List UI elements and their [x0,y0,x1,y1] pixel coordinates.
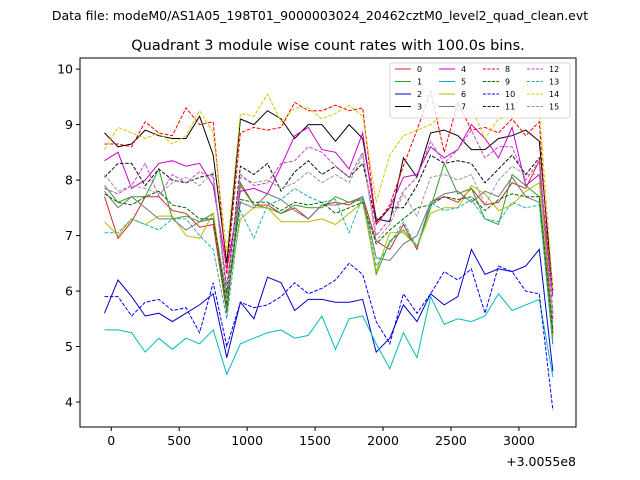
series-line-10 [104,262,554,411]
series-line-11 [104,154,554,314]
x-tick-label: 3000 [503,433,535,448]
x-tick-label: 500 [167,433,191,448]
legend-label-10: 10 [505,90,515,99]
legend-label-1: 1 [417,78,422,87]
y-tick-label: 9 [65,117,73,132]
y-tick-label: 4 [65,395,73,410]
y-tick-label: 8 [65,173,73,188]
series-line-14 [104,78,554,292]
y-tick-label: 7 [65,228,73,243]
series-line-6 [104,181,554,339]
x-tick-label: 2000 [367,433,399,448]
x-offset-label: +3.0055e8 [506,454,576,469]
x-tick-label: 2500 [435,433,467,448]
legend-label-11: 11 [505,103,515,112]
legend-label-4: 4 [461,65,466,74]
series-line-9 [104,190,554,333]
legend-label-14: 14 [549,90,559,99]
data-file-label: Data file: modeM0/AS1A05_198T01_90000030… [52,8,588,23]
legend-label-9: 9 [505,78,510,87]
x-tick-label: 0 [107,433,115,448]
y-tick-label: 6 [65,284,73,299]
legend-label-5: 5 [461,78,466,87]
series-line-8 [104,89,554,322]
legend-label-3: 3 [417,103,422,112]
legend-label-7: 7 [461,103,466,112]
series-line-12 [104,129,554,314]
legend-label-6: 6 [461,90,466,99]
legend-box [389,62,571,119]
series-line-4 [104,123,554,297]
series-line-15 [104,153,554,317]
series-line-5 [104,292,554,378]
y-tick-label: 5 [65,339,73,354]
x-tick-label: 1000 [231,433,263,448]
chart-title: Quadrant 3 module wise count rates with … [131,38,525,54]
y-tick-label: 10 [57,62,73,77]
x-tick-label: 1500 [299,433,331,448]
legend-label-15: 15 [549,103,559,112]
series-line-7 [104,176,554,344]
legend-label-2: 2 [417,90,422,99]
plot-area [104,78,554,411]
legend-label-8: 8 [505,65,510,74]
series-line-3 [104,110,554,292]
legend-label-12: 12 [549,65,559,74]
legend-label-0: 0 [417,65,422,74]
series-line-13 [104,187,554,347]
series-line-2 [104,248,554,372]
legend-label-13: 13 [549,78,559,87]
axes-frame [79,57,577,428]
